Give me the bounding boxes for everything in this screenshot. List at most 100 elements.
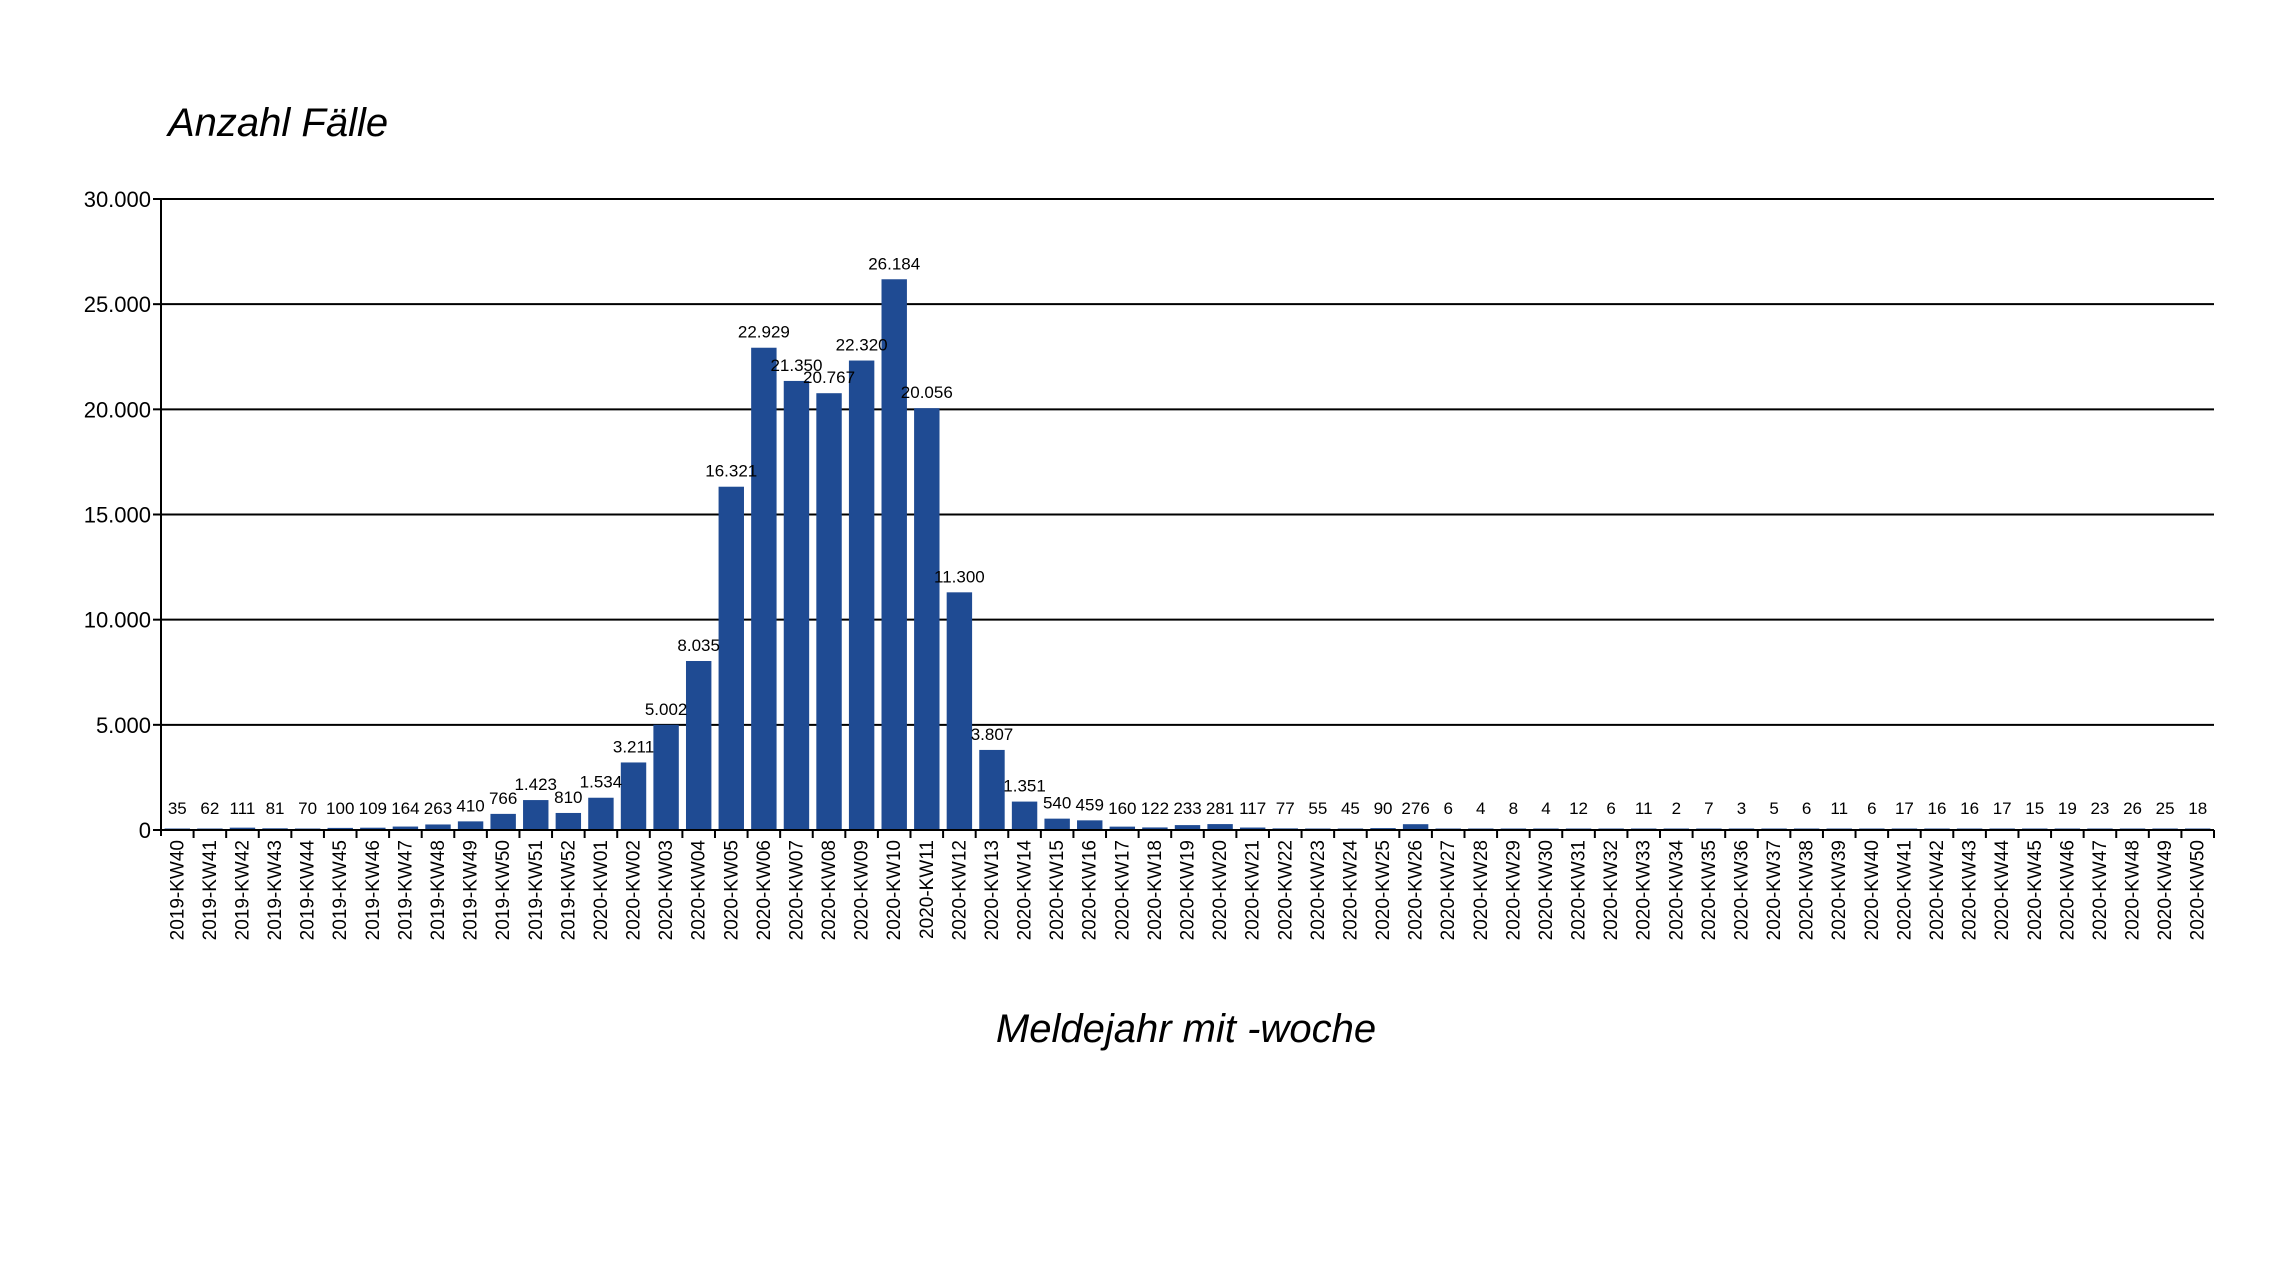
- bar: [685, 660, 712, 830]
- bar: [1044, 818, 1070, 830]
- axes: [153, 198, 2215, 838]
- x-tick-label: 2020-KW16: [1080, 840, 1101, 940]
- bar: [816, 393, 842, 830]
- bar: [1109, 826, 1136, 830]
- x-tick-label: 2020-KW22: [1275, 840, 1296, 940]
- bar: [1011, 801, 1038, 830]
- x-tick-label: 2020-KW47: [2090, 840, 2111, 940]
- data-label: 8: [1509, 799, 1518, 818]
- x-axis-title: Meldejahr mit -woche: [996, 1007, 1376, 1051]
- y-tick-label: 20.000: [84, 397, 151, 422]
- data-label: 164: [391, 799, 419, 818]
- data-label: 7: [1704, 799, 1713, 818]
- x-tick-label: 2020-KW50: [2188, 840, 2209, 940]
- bar: [1174, 825, 1201, 830]
- x-tick-label: 2020-KW48: [2123, 840, 2144, 940]
- bar: [914, 408, 940, 830]
- data-label: 1.351: [1003, 777, 1046, 796]
- data-label: 4: [1541, 799, 1550, 818]
- bar: [588, 797, 614, 830]
- y-tick-label: 30.000: [84, 187, 151, 212]
- data-label: 6: [1802, 799, 1811, 818]
- x-tick-label: 2020-KW19: [1178, 840, 1199, 940]
- data-label: 55: [1308, 799, 1327, 818]
- x-tick-label: 2020-KW26: [1406, 840, 1427, 940]
- data-label: 16: [1960, 799, 1979, 818]
- x-tick-label: 2020-KW11: [917, 840, 938, 939]
- bar: [979, 749, 1005, 830]
- data-label: 459: [1076, 795, 1104, 814]
- x-tick-label: 2019-KW43: [265, 840, 286, 940]
- data-label: 810: [554, 788, 582, 807]
- x-tick-labels: 2019-KW40 2019-KW41 2019-KW42 2019-KW43 2019…: [167, 840, 2208, 941]
- x-tick-label: 2020-KW27: [1438, 840, 1459, 940]
- bar: [1142, 827, 1168, 830]
- data-label: 160: [1108, 799, 1136, 818]
- data-label: 23: [2090, 799, 2109, 818]
- bar: [848, 360, 875, 830]
- data-label: 26.184: [868, 254, 920, 273]
- x-tick-label: 2020-KW45: [2025, 840, 2046, 940]
- data-label: 18: [2188, 799, 2207, 818]
- x-tick-label: 2020-KW03: [656, 840, 677, 940]
- x-tick-label: 2020-KW04: [689, 840, 710, 941]
- bar: [718, 486, 744, 830]
- data-labels: 35 62 111 81 70 100 109 164 263 410 7661.4238101.5…: [168, 254, 2207, 818]
- bar: [620, 762, 647, 830]
- x-tick-label: 2019-KW46: [363, 840, 384, 940]
- data-label: 81: [266, 799, 285, 818]
- data-label: 77: [1276, 799, 1295, 818]
- x-tick-label: 2020-KW07: [786, 840, 807, 940]
- x-tick-label: 2020-KW13: [982, 840, 1003, 940]
- x-tick-label: 2020-KW40: [1862, 840, 1883, 940]
- data-label: 263: [424, 799, 452, 818]
- x-tick-label: 2020-KW35: [1699, 840, 1720, 940]
- bar: [327, 827, 353, 830]
- data-label: 35: [168, 799, 187, 818]
- bar: [1207, 824, 1233, 830]
- bar: [360, 827, 386, 830]
- data-label: 12: [1569, 799, 1588, 818]
- data-label: 100: [326, 799, 354, 818]
- x-tick-label: 2019-KW49: [461, 840, 482, 940]
- bar: [946, 592, 973, 830]
- data-label: 3: [1737, 799, 1746, 818]
- data-label: 20.767: [803, 368, 855, 387]
- bar: [425, 824, 451, 830]
- x-tick-label: 2020-KW18: [1145, 840, 1166, 940]
- x-tick-label: 2020-KW33: [1634, 840, 1655, 940]
- data-label: 117: [1239, 799, 1266, 818]
- x-tick-label: 2020-KW02: [624, 840, 645, 940]
- data-label: 3.211: [613, 737, 654, 756]
- x-tick-label: 2020-KW01: [591, 840, 612, 940]
- x-tick-label: 2020-KW46: [2057, 840, 2078, 940]
- y-tick-labels: 0 5.000 10.000 15.000 20.000 25.000 30.000: [84, 187, 151, 843]
- y-tick-label: 10.000: [84, 608, 151, 633]
- bar: [1077, 820, 1103, 830]
- data-label: 19: [2058, 799, 2077, 818]
- data-label: 122: [1141, 799, 1169, 818]
- data-label: 4: [1476, 799, 1485, 818]
- x-tick-label: 2020-KW14: [1015, 840, 1036, 941]
- data-label: 5: [1769, 799, 1778, 818]
- grid-lines: [161, 198, 2214, 726]
- x-tick-label: 2020-KW21: [1243, 840, 1264, 940]
- x-tick-label: 2020-KW32: [1601, 840, 1622, 940]
- data-label: 17: [1895, 799, 1914, 818]
- x-tick-label: 2019-KW44: [298, 840, 319, 941]
- data-label: 233: [1173, 799, 1201, 818]
- bar: [1239, 827, 1266, 830]
- x-tick-label: 2020-KW41: [1894, 840, 1915, 940]
- data-label: 21.350: [770, 356, 822, 375]
- data-label: 26: [2123, 799, 2142, 818]
- x-tick-label: 2019-KW47: [395, 840, 416, 940]
- data-label: 11.300: [934, 567, 985, 586]
- y-tick-label: 15.000: [84, 503, 151, 528]
- x-tick-label: 2020-KW34: [1666, 840, 1687, 941]
- data-label: 8.035: [677, 636, 720, 655]
- x-tick-label: 2019-KW45: [330, 840, 351, 940]
- x-tick-label: 2020-KW44: [1992, 840, 2013, 941]
- x-tick-label: 2020-KW24: [1340, 840, 1361, 941]
- x-tick-label: 2019-KW50: [493, 840, 514, 940]
